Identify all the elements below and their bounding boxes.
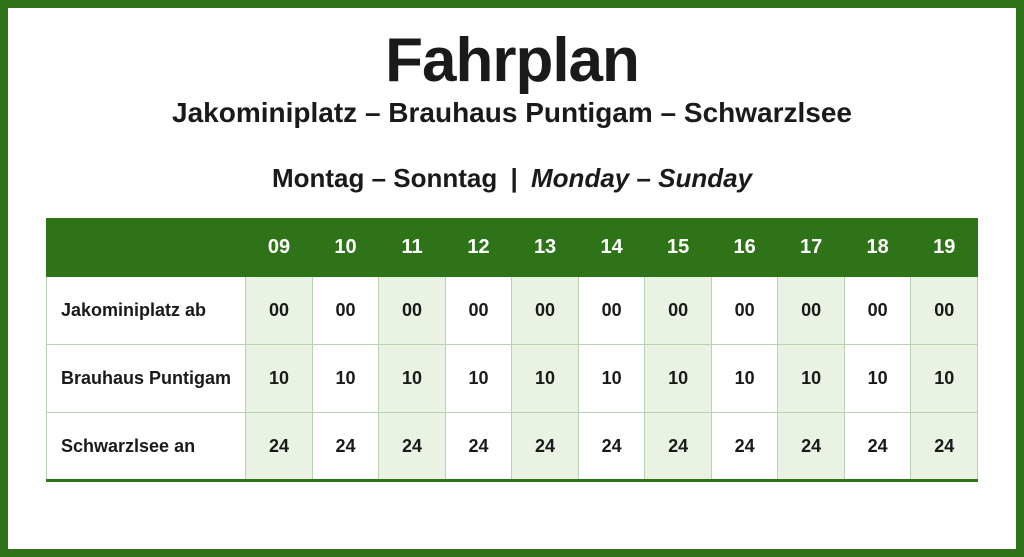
table-cell: 10 — [578, 345, 645, 413]
header-hour: 17 — [778, 219, 845, 277]
table-cell: 24 — [844, 413, 911, 481]
table-cell: 24 — [911, 413, 978, 481]
timetable-head-row: 0910111213141516171819 — [47, 219, 978, 277]
table-cell: 24 — [645, 413, 712, 481]
header-hour: 09 — [246, 219, 313, 277]
table-cell: 24 — [711, 413, 778, 481]
timetable: 0910111213141516171819 Jakominiplatz ab0… — [46, 218, 978, 482]
table-cell: 00 — [512, 277, 579, 345]
table-row: Brauhaus Puntigam1010101010101010101010 — [47, 345, 978, 413]
table-cell: 10 — [778, 345, 845, 413]
table-cell: 24 — [578, 413, 645, 481]
table-cell: 10 — [512, 345, 579, 413]
table-cell: 24 — [312, 413, 379, 481]
table-cell: 00 — [911, 277, 978, 345]
table-cell: 00 — [312, 277, 379, 345]
table-cell: 00 — [778, 277, 845, 345]
timetable-body: Jakominiplatz ab0000000000000000000000Br… — [47, 277, 978, 481]
row-label: Jakominiplatz ab — [47, 277, 246, 345]
header-hour: 11 — [379, 219, 446, 277]
table-cell: 00 — [844, 277, 911, 345]
row-label: Schwarzlsee an — [47, 413, 246, 481]
days-de: Montag – Sonntag — [272, 163, 497, 193]
table-cell: 24 — [512, 413, 579, 481]
table-cell: 10 — [911, 345, 978, 413]
header-hour: 15 — [645, 219, 712, 277]
route-line: Jakominiplatz – Brauhaus Puntigam – Schw… — [46, 97, 978, 129]
header-hour: 16 — [711, 219, 778, 277]
table-cell: 00 — [711, 277, 778, 345]
table-cell: 00 — [645, 277, 712, 345]
header-hour: 14 — [578, 219, 645, 277]
table-row: Schwarzlsee an2424242424242424242424 — [47, 413, 978, 481]
table-cell: 24 — [246, 413, 313, 481]
header-hour: 10 — [312, 219, 379, 277]
header-hour: 19 — [911, 219, 978, 277]
table-cell: 24 — [778, 413, 845, 481]
table-cell: 00 — [445, 277, 512, 345]
table-cell: 10 — [645, 345, 712, 413]
timetable-head: 0910111213141516171819 — [47, 219, 978, 277]
table-cell: 10 — [844, 345, 911, 413]
table-cell: 10 — [312, 345, 379, 413]
table-cell: 10 — [246, 345, 313, 413]
table-cell: 00 — [379, 277, 446, 345]
table-cell: 00 — [246, 277, 313, 345]
table-cell: 00 — [578, 277, 645, 345]
days-en: Monday – Sunday — [531, 163, 752, 193]
days-line: Montag – Sonntag | Monday – Sunday — [46, 163, 978, 194]
header-hour: 18 — [844, 219, 911, 277]
table-cell: 24 — [379, 413, 446, 481]
row-label: Brauhaus Puntigam — [47, 345, 246, 413]
timetable-frame: Fahrplan Jakominiplatz – Brauhaus Puntig… — [0, 0, 1024, 557]
days-separator: | — [511, 163, 518, 193]
header-blank — [47, 219, 246, 277]
table-row: Jakominiplatz ab0000000000000000000000 — [47, 277, 978, 345]
table-cell: 10 — [711, 345, 778, 413]
table-cell: 10 — [379, 345, 446, 413]
header-hour: 12 — [445, 219, 512, 277]
table-cell: 10 — [445, 345, 512, 413]
header-hour: 13 — [512, 219, 579, 277]
table-cell: 24 — [445, 413, 512, 481]
page-title: Fahrplan — [46, 28, 978, 93]
